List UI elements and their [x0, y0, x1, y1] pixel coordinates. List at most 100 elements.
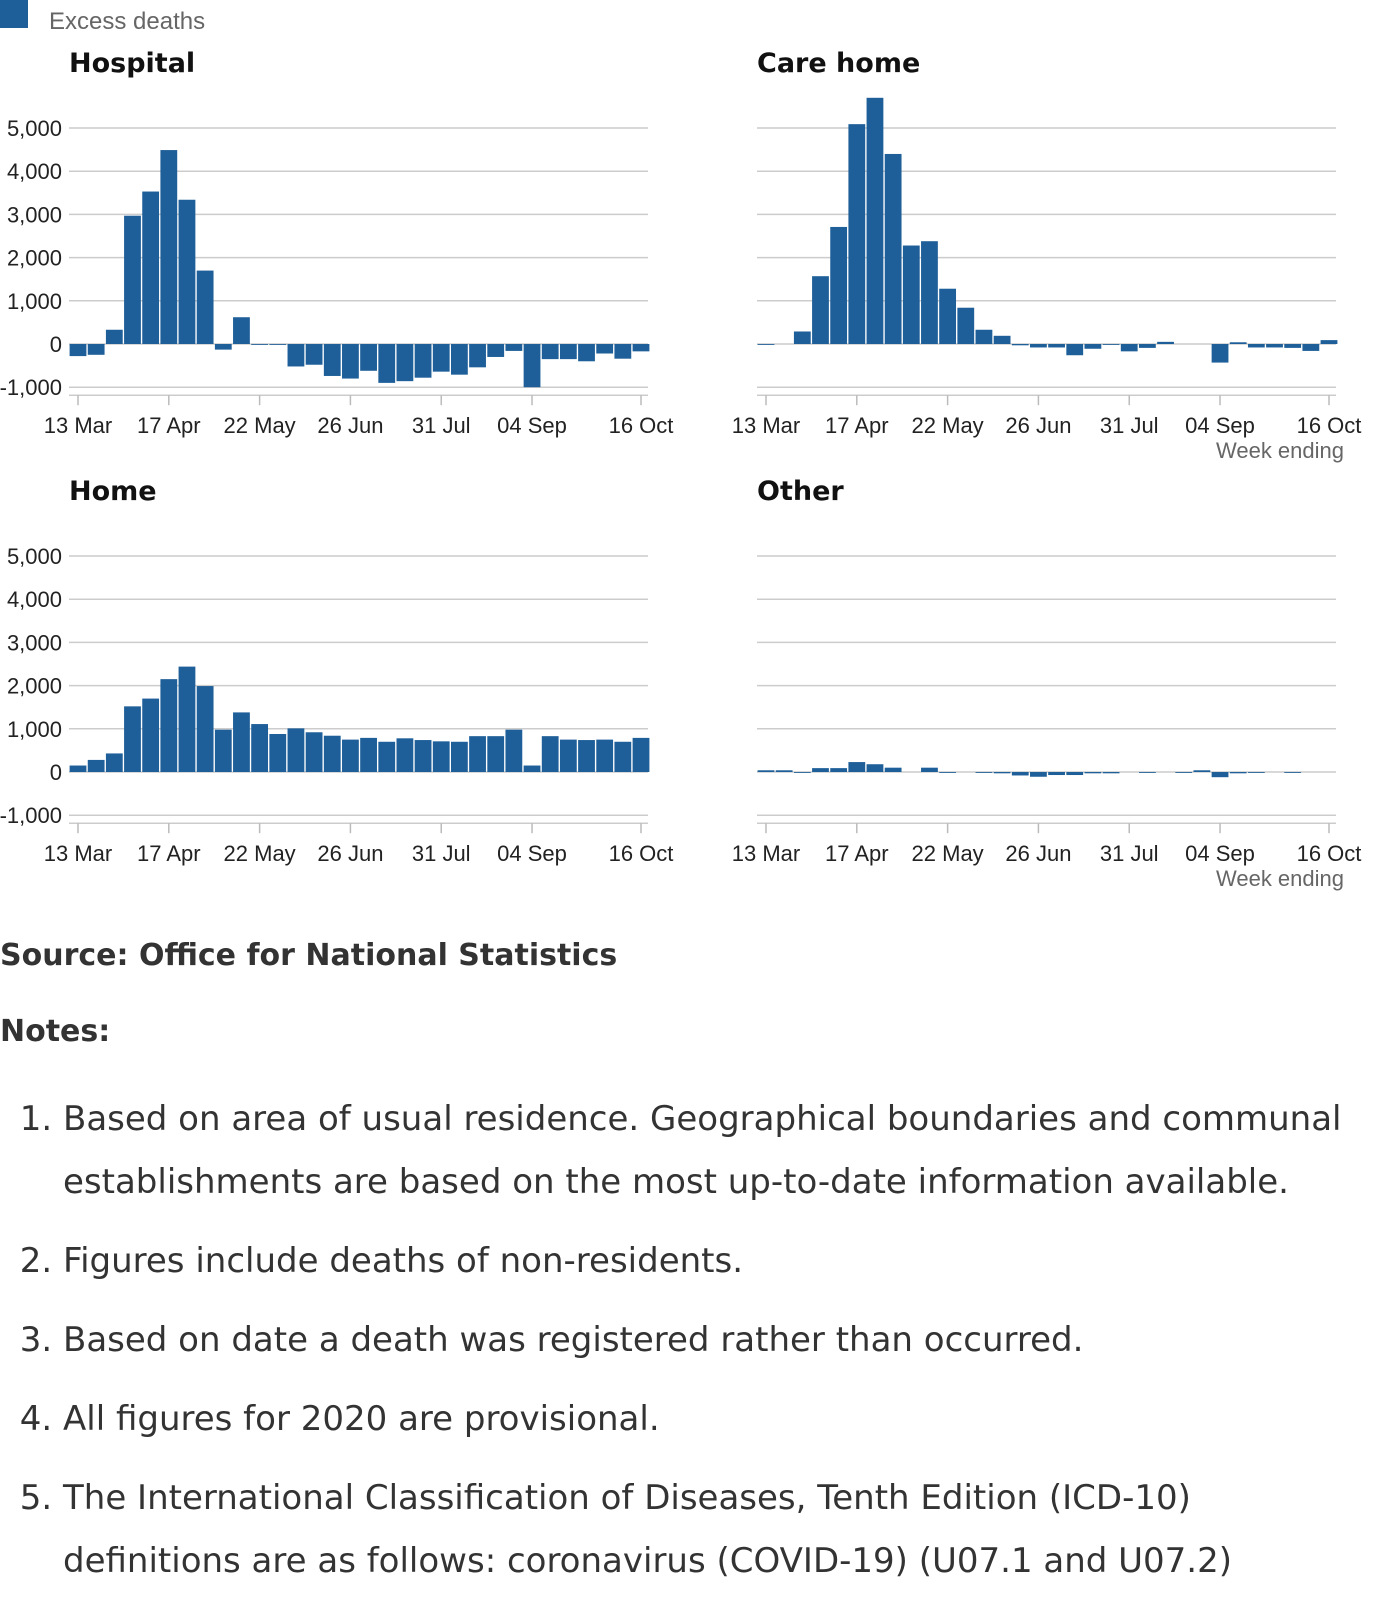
x-tick-label: 31 Jul	[1100, 413, 1159, 438]
bar	[975, 772, 993, 773]
bar	[830, 768, 848, 773]
bar	[578, 344, 595, 362]
bar	[160, 679, 178, 773]
bar	[559, 739, 577, 773]
bar	[1011, 772, 1029, 776]
bar	[105, 329, 123, 345]
note-item: Figures include deaths of non-residents.	[63, 1230, 1353, 1293]
x-tick-label: 04 Sep	[1185, 413, 1255, 438]
bar	[1084, 772, 1102, 774]
chart-title: Home	[69, 476, 157, 507]
bar	[1102, 772, 1120, 774]
legend-label: Excess deaths	[49, 8, 205, 35]
bar	[957, 307, 975, 345]
bar	[251, 344, 269, 345]
bar	[1284, 344, 1302, 348]
bar	[866, 764, 884, 773]
bar	[1302, 344, 1320, 351]
bar	[287, 344, 305, 367]
bar	[1102, 344, 1120, 345]
bar	[414, 740, 432, 773]
y-tick-label: 0	[50, 760, 62, 785]
bar	[196, 686, 214, 773]
y-tick-label: 2,000	[7, 246, 62, 271]
bar	[378, 344, 396, 383]
bar	[1247, 772, 1265, 773]
y-tick-label: 3,000	[7, 202, 62, 227]
bar	[251, 724, 269, 773]
x-tick-label: 04 Sep	[497, 413, 567, 438]
bar	[975, 329, 993, 345]
x-tick-label: 22 May	[912, 413, 984, 438]
y-tick-label: 5,000	[7, 116, 62, 141]
x-tick-label: 26 Jun	[1005, 841, 1071, 866]
note-item: The International Classification of Dise…	[63, 1467, 1353, 1593]
bar	[848, 124, 866, 345]
y-tick-label: 1,000	[7, 289, 62, 314]
x-tick-label: 17 Apr	[137, 413, 201, 438]
note-item: Based on area of usual residence. Geogra…	[63, 1088, 1353, 1214]
bar	[921, 241, 938, 345]
bar	[214, 729, 232, 773]
bar	[69, 765, 87, 773]
bar	[614, 344, 632, 359]
bar	[450, 741, 468, 773]
bar	[87, 344, 105, 355]
chart-title: Other	[757, 476, 844, 507]
bar	[69, 344, 87, 357]
x-axis-label: Week ending	[1216, 438, 1344, 463]
bar	[342, 739, 359, 773]
bar	[596, 739, 614, 773]
bar	[812, 768, 829, 773]
bar	[884, 767, 902, 773]
bar	[432, 344, 450, 372]
bar	[1284, 772, 1302, 773]
charts: Excess deaths Hospital -1,000 0 1,000 2,000 3…	[0, 0, 1361, 891]
y-tick-label: 2,000	[7, 674, 62, 699]
chart-title: Care home	[757, 48, 920, 79]
notes-heading: Notes:	[0, 1014, 111, 1049]
bar	[1066, 772, 1084, 776]
x-tick-label: 31 Jul	[1100, 841, 1159, 866]
x-tick-label: 31 Jul	[412, 841, 471, 866]
bar	[921, 767, 938, 773]
bar	[396, 738, 414, 773]
x-tick-label: 16 Oct	[609, 841, 674, 866]
note-item: Based on date a death was registered rat…	[63, 1309, 1353, 1372]
bar	[233, 712, 250, 773]
bar	[196, 270, 214, 345]
x-tick-label: 17 Apr	[137, 841, 201, 866]
bar	[142, 191, 160, 345]
bar	[993, 772, 1011, 774]
bar	[414, 344, 432, 378]
bar	[866, 97, 884, 345]
bar	[1048, 344, 1065, 348]
x-tick-label: 04 Sep	[497, 841, 567, 866]
chart-title: Hospital	[69, 48, 195, 79]
x-tick-label: 22 May	[912, 841, 984, 866]
y-tick-label: 5,000	[7, 544, 62, 569]
bar	[775, 770, 793, 773]
bar	[632, 737, 650, 773]
bar	[469, 344, 486, 368]
y-tick-label: 3,000	[7, 630, 62, 655]
y-tick-label: 1,000	[7, 717, 62, 742]
bar	[178, 666, 196, 773]
bar	[757, 770, 775, 773]
bar	[1030, 344, 1047, 348]
x-tick-label: 13 Mar	[732, 413, 800, 438]
x-tick-label: 22 May	[224, 841, 296, 866]
bar	[360, 737, 377, 773]
x-tick-label: 17 Apr	[825, 841, 889, 866]
bar	[378, 741, 396, 773]
x-tick-label: 13 Mar	[44, 413, 112, 438]
bar	[793, 772, 811, 773]
bar	[939, 772, 957, 773]
bar	[1193, 770, 1211, 773]
bar	[1266, 344, 1283, 348]
bar	[1048, 772, 1065, 776]
bar	[160, 150, 178, 345]
x-tick-label: 17 Apr	[825, 413, 889, 438]
bar	[993, 335, 1011, 345]
bar	[305, 732, 323, 773]
